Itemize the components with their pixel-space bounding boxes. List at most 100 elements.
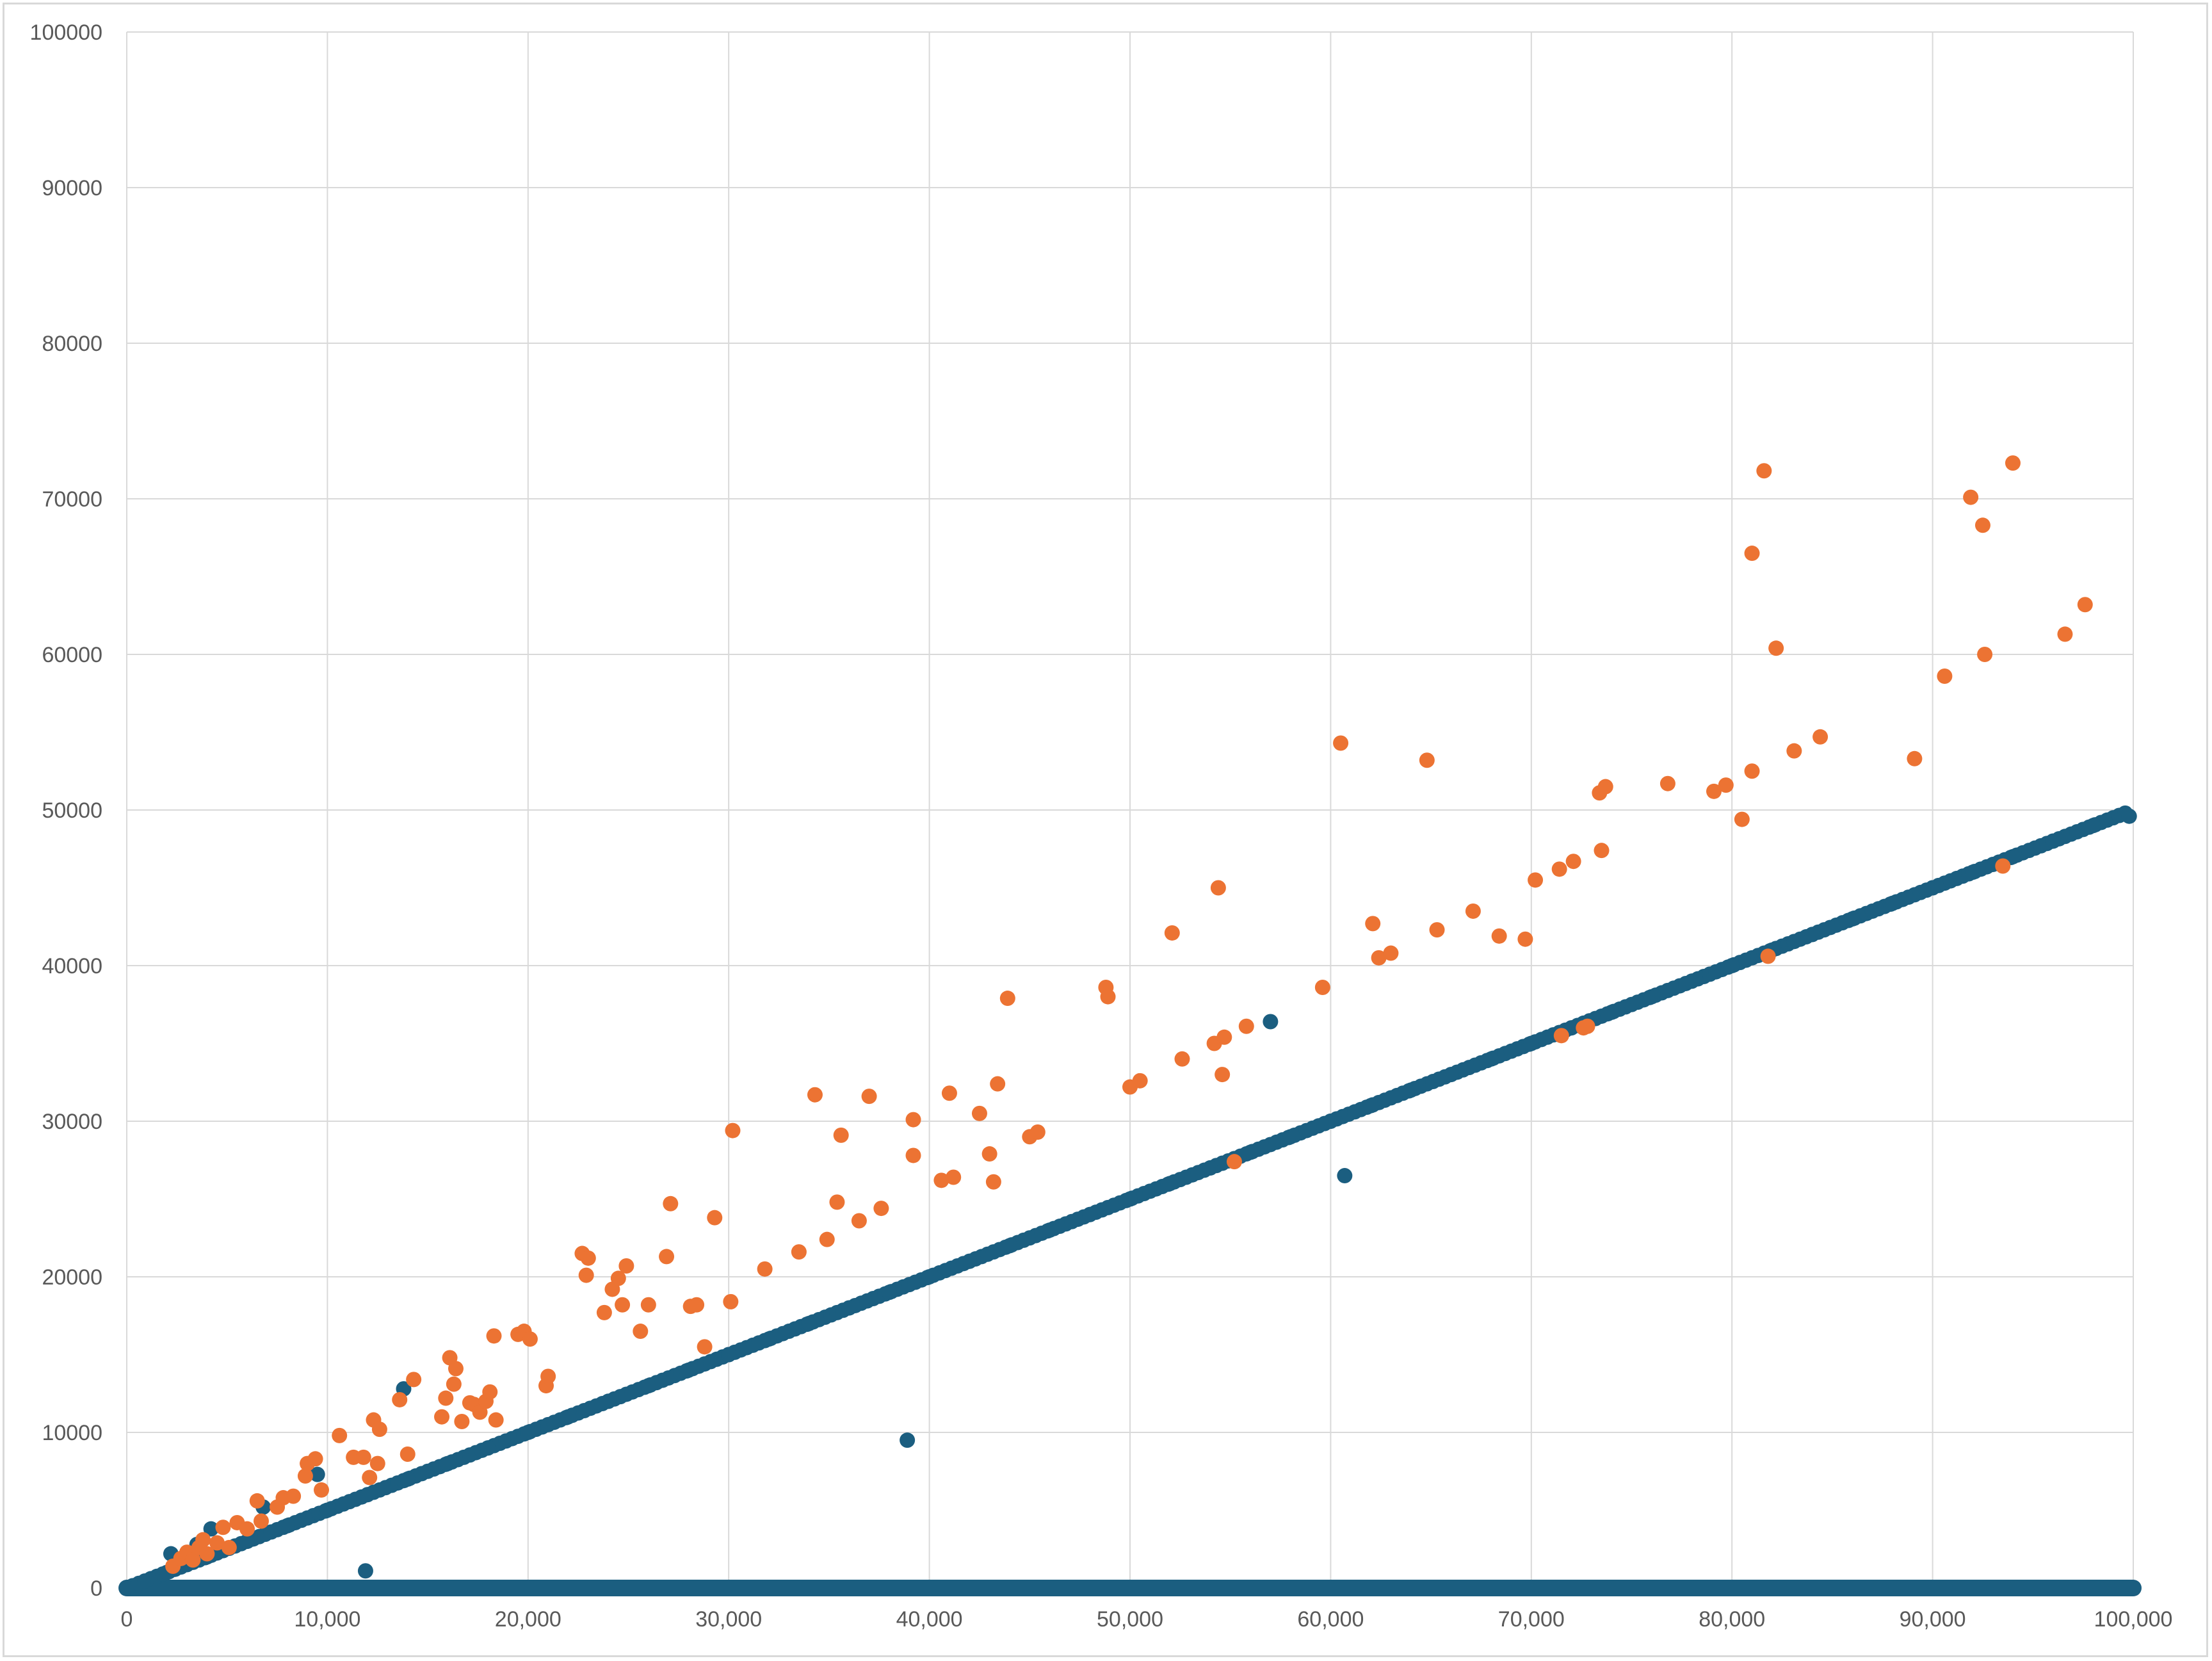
series2-point bbox=[1706, 783, 1722, 799]
series2-point bbox=[362, 1470, 378, 1486]
series1-point bbox=[1965, 864, 1981, 880]
series2-point bbox=[1812, 729, 1829, 745]
series1-point bbox=[119, 1580, 134, 1596]
x-tick-label: 10,000 bbox=[294, 1607, 360, 1632]
series2-point bbox=[371, 1422, 387, 1438]
series1-point bbox=[900, 1432, 916, 1448]
series2-point bbox=[1164, 925, 1180, 941]
series1-point bbox=[841, 1300, 857, 1316]
series2-point bbox=[307, 1451, 323, 1467]
series1-point bbox=[2005, 848, 2021, 864]
series2-point bbox=[199, 1546, 215, 1562]
series2-point bbox=[1365, 916, 1381, 932]
series2-point bbox=[406, 1372, 422, 1388]
series2-point bbox=[482, 1384, 498, 1400]
series2-point bbox=[833, 1127, 849, 1143]
series2-point bbox=[941, 1085, 957, 1101]
series1-point bbox=[1684, 973, 1700, 989]
y-tick-label: 50000 bbox=[42, 798, 102, 823]
series1-point bbox=[1323, 1114, 1339, 1129]
series1-point bbox=[2121, 808, 2137, 824]
series2-point bbox=[1100, 989, 1116, 1005]
y-tick-label: 60000 bbox=[42, 643, 102, 667]
x-tick-label: 20,000 bbox=[495, 1607, 561, 1632]
series1-point bbox=[1082, 1206, 1098, 1222]
y-tick-label: 40000 bbox=[42, 954, 102, 978]
y-axis-tick-labels: 0 10000 20000 30000 40000 50000 60000 70000 8000… bbox=[30, 20, 102, 1601]
series2-point bbox=[1718, 777, 1734, 793]
series1-point bbox=[640, 1378, 656, 1394]
series1-point bbox=[440, 1455, 456, 1471]
series2-point bbox=[1174, 1051, 1190, 1067]
series2-point bbox=[618, 1258, 634, 1274]
series1-point bbox=[1804, 927, 1820, 943]
series2-point bbox=[1597, 779, 1613, 795]
series2-point bbox=[723, 1293, 739, 1309]
series1-point bbox=[2045, 833, 2061, 849]
series2-point bbox=[1594, 843, 1610, 859]
series2-point bbox=[933, 1172, 949, 1188]
series2-point bbox=[1734, 811, 1750, 827]
series2-point bbox=[990, 1076, 1006, 1092]
series2-point bbox=[981, 1146, 997, 1162]
series2-point bbox=[1383, 945, 1399, 961]
series2-point bbox=[221, 1539, 237, 1555]
series1-point bbox=[801, 1315, 817, 1331]
series2-point bbox=[540, 1368, 556, 1384]
series1-point bbox=[881, 1284, 897, 1300]
series2-point bbox=[1579, 1018, 1595, 1034]
series1-point bbox=[1363, 1098, 1379, 1114]
y-tick-label: 20000 bbox=[42, 1265, 102, 1290]
series2-point bbox=[1760, 948, 1776, 964]
series2-point bbox=[633, 1324, 649, 1340]
series2-point bbox=[905, 1147, 921, 1163]
series1-point bbox=[1845, 911, 1861, 927]
series2-point bbox=[1786, 743, 1802, 759]
series2-point bbox=[195, 1532, 211, 1548]
series2-point bbox=[1977, 647, 1993, 662]
series2-point bbox=[297, 1468, 313, 1484]
series2-point bbox=[1528, 872, 1544, 888]
series2-point bbox=[332, 1427, 348, 1443]
series2-point bbox=[486, 1328, 502, 1344]
series2-point bbox=[1963, 489, 1979, 505]
x-axis-tick-labels: 0 10,000 20,000 30,000 40,000 50,000 60,000 70,… bbox=[121, 1607, 2173, 1632]
series2-point bbox=[757, 1261, 773, 1277]
series2-point bbox=[659, 1249, 675, 1265]
series1-point bbox=[319, 1502, 335, 1518]
series1-point bbox=[239, 1534, 255, 1550]
series2-point bbox=[1226, 1154, 1242, 1170]
series2-point bbox=[185, 1552, 201, 1568]
series1-point bbox=[360, 1487, 376, 1503]
series1-point bbox=[1483, 1051, 1499, 1067]
series2-point bbox=[438, 1390, 454, 1406]
series2-point bbox=[819, 1231, 835, 1247]
data-points bbox=[119, 455, 2137, 1596]
series2-point bbox=[1491, 928, 1507, 944]
series2-point bbox=[807, 1087, 823, 1103]
series2-point bbox=[999, 991, 1015, 1007]
series1-point bbox=[921, 1269, 937, 1284]
series2-point bbox=[1907, 750, 1923, 766]
series1-point bbox=[309, 1466, 325, 1482]
gridlines bbox=[126, 31, 2134, 1589]
series2-point bbox=[1744, 546, 1760, 562]
series1-point bbox=[601, 1393, 617, 1409]
series2-point bbox=[239, 1521, 255, 1537]
x-tick-label: 40,000 bbox=[896, 1607, 963, 1632]
x-tick-label: 60,000 bbox=[1297, 1607, 1364, 1632]
x-tick-label: 50,000 bbox=[1097, 1607, 1163, 1632]
series1-point bbox=[357, 1563, 373, 1579]
y-tick-label: 80000 bbox=[42, 332, 102, 356]
series1-point bbox=[480, 1440, 496, 1456]
series2-point bbox=[610, 1270, 626, 1286]
series2-point bbox=[448, 1361, 464, 1377]
series2-point bbox=[851, 1213, 867, 1229]
series2-point bbox=[861, 1089, 877, 1105]
series1-point bbox=[520, 1425, 536, 1440]
series2-point bbox=[2077, 597, 2093, 613]
series2-point bbox=[522, 1331, 538, 1347]
series1-point bbox=[1282, 1129, 1298, 1145]
y-tick-label: 70000 bbox=[42, 487, 102, 512]
